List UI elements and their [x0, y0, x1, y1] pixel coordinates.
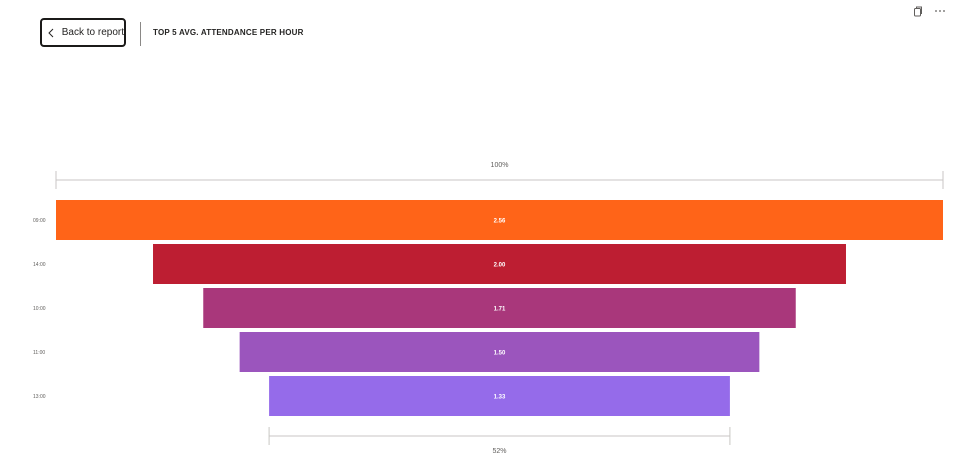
chevron-left-icon: [44, 20, 59, 45]
funnel-bar[interactable]: [269, 376, 730, 416]
copy-icon[interactable]: [911, 4, 925, 18]
funnel-bar[interactable]: [56, 200, 943, 240]
funnel-bar[interactable]: [239, 332, 760, 372]
back-to-report-label: Back to report: [61, 27, 124, 38]
header-divider: [140, 22, 141, 46]
funnel-bar[interactable]: [153, 244, 846, 284]
funnel-category-label: 14:00: [33, 262, 46, 268]
funnel-bar-value-label: 2.56: [494, 219, 506, 225]
funnel-bar-value-label: 2.00: [494, 263, 506, 269]
back-to-report-button[interactable]: Back to report: [40, 18, 126, 47]
funnel-category-label: 09:00: [33, 218, 46, 224]
page-title: TOP 5 AVG. ATTENDANCE PER HOUR: [153, 28, 304, 37]
funnel-bar-value-label: 1.33: [494, 395, 506, 401]
visual-header-icons: [911, 4, 947, 18]
funnel-bar-value-label: 1.71: [494, 307, 506, 313]
funnel-bar[interactable]: [203, 288, 796, 328]
bottom-percent-label: 52%: [492, 448, 506, 455]
funnel-bar-value-label: 1.50: [494, 351, 506, 357]
funnel-category-label: 11:00: [33, 350, 45, 356]
funnel-category-label: 13:00: [33, 394, 46, 400]
more-options-icon[interactable]: [933, 4, 947, 18]
top-percent-label: 100%: [491, 162, 509, 169]
funnel-category-label: 10:00: [33, 306, 46, 312]
